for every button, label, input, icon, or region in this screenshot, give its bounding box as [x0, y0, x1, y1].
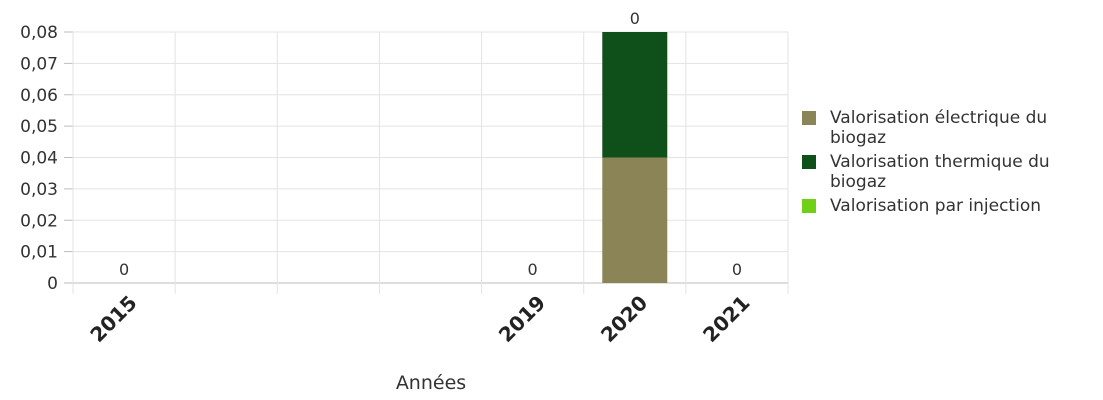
x-tick-label-2019: 2019	[494, 291, 550, 347]
legend-label-injection: Valorisation par injection	[830, 196, 1041, 216]
y-tick-label: 0,02	[20, 211, 58, 231]
legend-label-thermique: Valorisation thermique du biogaz	[830, 152, 1050, 192]
y-tick-label: 0,03	[20, 180, 58, 200]
y-tick-label: 0,01	[20, 243, 58, 263]
legend-swatch-thermique	[802, 155, 816, 169]
data-label-2021: 0	[732, 260, 742, 279]
data-label-2020: 0	[630, 9, 640, 28]
legend-item-thermique[interactable]: Valorisation thermique du biogaz	[802, 152, 1097, 192]
y-tick-label: 0,04	[20, 149, 58, 169]
y-tick-label: 0	[47, 274, 58, 294]
data-label-2019: 0	[528, 260, 538, 279]
bar-2020-series-0	[602, 157, 668, 283]
legend-item-injection[interactable]: Valorisation par injection	[802, 196, 1097, 216]
legend-item-electrique[interactable]: Valorisation électrique du biogaz	[802, 108, 1097, 148]
y-tick-label: 0,08	[20, 23, 58, 43]
bar-2020-series-1	[602, 32, 668, 158]
legend-swatch-injection	[802, 199, 816, 213]
legend-label-electrique: Valorisation électrique du biogaz	[830, 108, 1048, 148]
x-tick-label-2021: 2021	[698, 291, 754, 347]
legend-swatch-electrique	[802, 111, 816, 125]
x-tick-label-2020: 2020	[596, 291, 652, 347]
legend: Valorisation électrique du biogaz Valori…	[802, 108, 1097, 220]
data-label-2015: 0	[119, 260, 129, 279]
x-tick-label-2015: 2015	[85, 291, 141, 347]
y-tick-label: 0,07	[20, 54, 58, 74]
y-tick-label: 0,05	[20, 117, 58, 137]
y-tick-label: 0,06	[20, 86, 58, 106]
x-axis-title: Années	[396, 372, 466, 394]
